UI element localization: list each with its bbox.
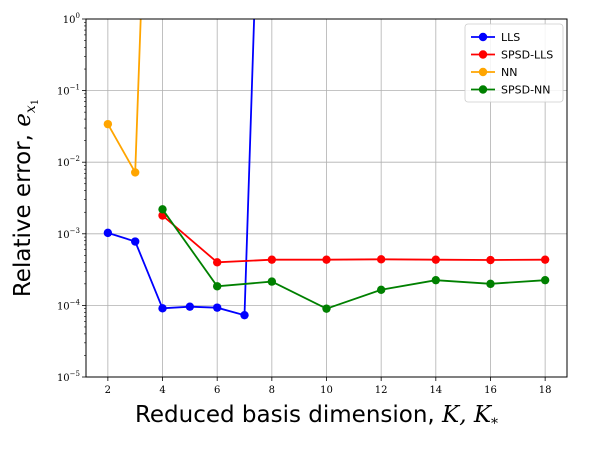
x-axis-label-subscript: * xyxy=(491,416,498,432)
x-axis-label-math: K, K xyxy=(441,402,493,428)
data-point-spsd-lls xyxy=(322,255,331,264)
data-point-nn xyxy=(130,168,140,177)
y-axis-label-subscript: x xyxy=(23,105,39,113)
legend-box xyxy=(464,23,564,103)
data-point-lls xyxy=(103,228,113,238)
x-tick-label: 2 xyxy=(105,385,111,396)
data-point-lls xyxy=(130,237,140,246)
data-point-nn xyxy=(103,119,113,129)
legend-marker-lls xyxy=(478,32,488,42)
data-point-spsd-nn xyxy=(376,285,386,295)
data-point-spsd-nn xyxy=(431,275,441,285)
x-axis-label-text: Reduced basis dimension, xyxy=(135,402,442,428)
x-tick-label: 14 xyxy=(429,385,442,396)
legend-marker-spsd-lls xyxy=(478,50,488,59)
y-tick-label: 10−1 xyxy=(57,84,80,98)
data-point-spsd-nn xyxy=(486,279,495,289)
data-point-lls xyxy=(185,302,195,311)
data-point-lls xyxy=(212,303,222,312)
y-axis-label: Relative error, ex1 xyxy=(10,99,41,297)
data-point-spsd-nn xyxy=(322,304,331,313)
y-axis-label-math: e xyxy=(10,113,36,127)
legend-marker-nn xyxy=(478,67,488,77)
data-point-spsd-lls xyxy=(486,255,495,265)
y-tick-label: 10−4 xyxy=(57,298,81,312)
y-tick-label: 10−5 xyxy=(57,370,80,384)
series-line-spsd-lls xyxy=(161,214,546,264)
y-axis-label-text: Relative error, xyxy=(10,127,36,297)
data-point-spsd-nn xyxy=(267,277,277,286)
data-point-lls xyxy=(158,304,167,313)
legend-marker-spsd-nn xyxy=(478,85,488,94)
data-point-spsd-lls xyxy=(540,255,550,264)
series-line-lls xyxy=(107,19,255,317)
x-tick-label: 16 xyxy=(484,385,497,396)
data-point-spsd-lls xyxy=(431,255,441,264)
legend-label-lls: LLS xyxy=(501,31,520,44)
series-line-nn xyxy=(107,19,142,176)
x-tick-label: 4 xyxy=(159,385,165,396)
ticks: 2 4 6 8 10 12 14 16 18 10−5 10−4 10−3 10−2 10−1 100 xyxy=(57,12,552,396)
legend-label-spsd-nn: SPSD-NN xyxy=(501,84,551,97)
data-point-spsd-lls xyxy=(376,255,386,264)
x-axis-label: Reduced basis dimension, K, K* xyxy=(135,402,498,432)
data-point-spsd-nn xyxy=(540,275,550,285)
legend-label-spsd-lls: SPSD-LLS xyxy=(501,49,553,62)
legend-label-nn: NN xyxy=(501,66,517,79)
x-tick-label: 18 xyxy=(539,385,552,396)
data-point-spsd-lls xyxy=(212,258,222,267)
y-tick-label: 10−3 xyxy=(57,227,80,241)
series-layer xyxy=(103,19,550,320)
data-point-spsd-nn xyxy=(158,205,167,214)
x-tick-label: 12 xyxy=(375,385,388,396)
x-tick-label: 8 xyxy=(269,385,275,396)
y-tick-label: 100 xyxy=(63,12,80,26)
data-point-lls xyxy=(240,310,249,320)
series-line-spsd-nn xyxy=(161,208,546,310)
y-tick-label: 10−2 xyxy=(57,155,80,169)
y-axis-label-subsubscript: 1 xyxy=(30,99,41,105)
data-point-spsd-lls xyxy=(267,255,277,264)
x-tick-label: 6 xyxy=(214,385,220,396)
x-tick-label: 10 xyxy=(320,385,333,396)
data-point-spsd-nn xyxy=(212,282,222,291)
legend: LLS SPSD-LLS NN SPSD-NN xyxy=(464,23,564,103)
